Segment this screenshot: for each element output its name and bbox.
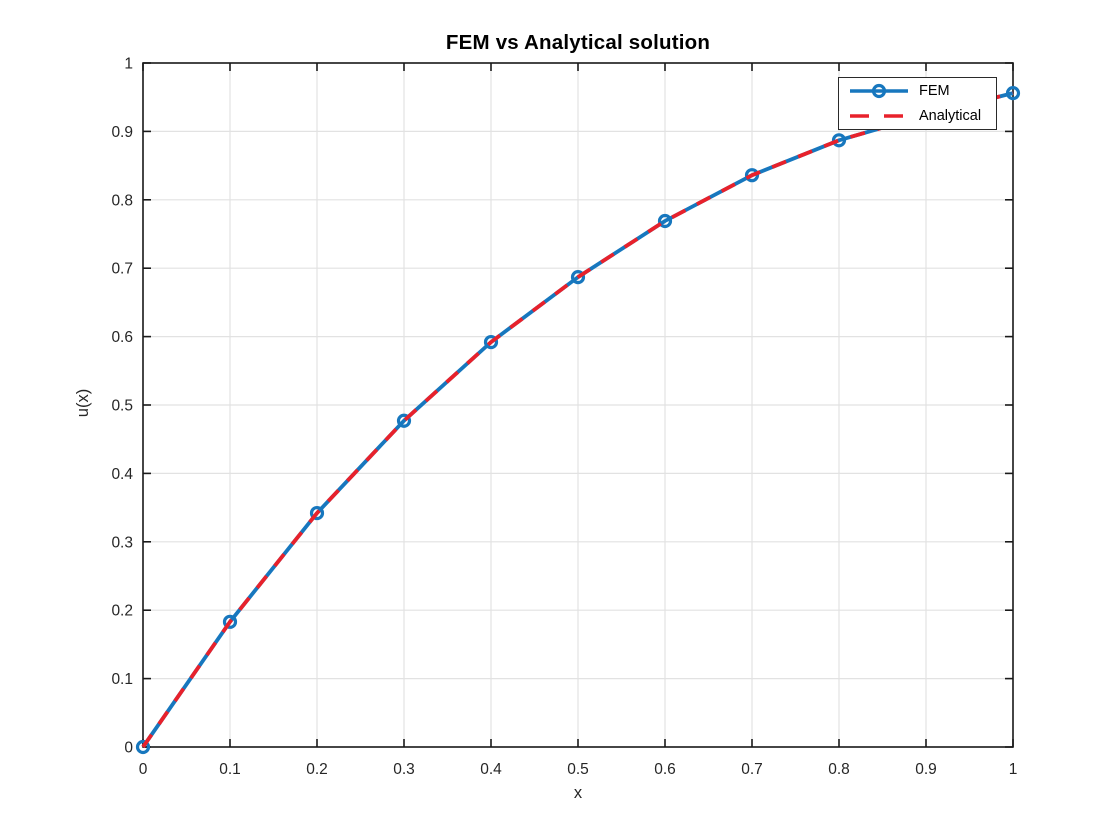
y-tick-label: 0.8 xyxy=(111,192,133,209)
fem-marker xyxy=(483,334,499,350)
x-tick-label: 0.2 xyxy=(306,761,328,778)
y-tick-label: 0.6 xyxy=(111,329,133,346)
legend: FEM Analytical xyxy=(838,77,997,130)
legend-item-analytical: Analytical xyxy=(839,104,996,129)
x-tick-label: 0.7 xyxy=(741,761,763,778)
y-tick-label: 0.5 xyxy=(111,398,133,415)
y-tick-label: 0 xyxy=(124,740,133,757)
legend-item-fem: FEM xyxy=(839,79,996,104)
x-tick-label: 0 xyxy=(139,761,148,778)
fem-marker xyxy=(1005,85,1021,101)
x-axis-label: x xyxy=(573,784,583,802)
y-tick-label: 1 xyxy=(124,56,133,73)
y-tick-label: 0.3 xyxy=(111,534,133,551)
legend-analytical-dash-icon xyxy=(850,114,908,118)
x-tick-label: 0.6 xyxy=(654,761,676,778)
fem-marker xyxy=(135,739,151,755)
fem-marker xyxy=(222,614,238,629)
chart-title: FEM vs Analytical solution xyxy=(445,31,711,54)
x-tick-label: 0.3 xyxy=(393,761,415,778)
x-tick-label: 0.8 xyxy=(828,761,850,778)
x-tick-label: 0.9 xyxy=(915,761,937,778)
legend-label-analytical: Analytical xyxy=(919,107,982,124)
y-tick-label: 0.2 xyxy=(111,603,133,620)
fem-marker xyxy=(657,213,673,229)
fem-marker xyxy=(396,413,412,428)
x-tick-label: 1 xyxy=(1009,761,1018,778)
x-tick-label: 0.1 xyxy=(219,761,241,778)
y-tick-label: 0.7 xyxy=(111,261,133,278)
y-axis-label: u(x) xyxy=(74,388,92,418)
x-tick-label: 0.4 xyxy=(480,761,502,778)
fem-marker xyxy=(570,269,586,285)
analytical-line xyxy=(141,91,1014,749)
fem-marker xyxy=(744,168,760,183)
legend-label-fem: FEM xyxy=(919,82,950,99)
fem-marker xyxy=(309,505,325,521)
y-tick-label: 0.1 xyxy=(111,671,133,688)
legend-fem-line-icon xyxy=(850,83,908,99)
fem-marker xyxy=(831,133,847,148)
x-tick-label: 0.5 xyxy=(567,761,589,778)
y-tick-label: 0.4 xyxy=(111,466,133,483)
y-tick-label: 0.9 xyxy=(111,124,133,141)
